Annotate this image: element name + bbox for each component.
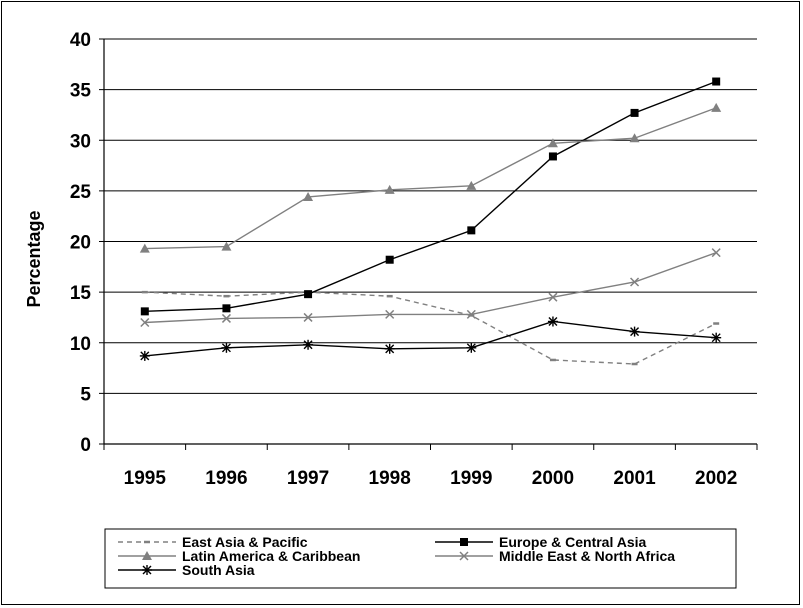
point-middle-east-and-north-africa-1998 — [385, 309, 395, 319]
point-latin-america-and-caribbean-1997 — [303, 191, 314, 201]
point-europe-and-central-asia-1996 — [222, 304, 231, 313]
point-middle-east-and-north-africa-2000 — [548, 292, 558, 302]
legend-label-europe-and-central-asia: Europe & Central Asia — [499, 534, 647, 550]
series-layer — [139, 77, 722, 366]
series-line-middle-east-and-north-africa — [144, 251, 717, 324]
y-tick-label-5: 5 — [80, 384, 91, 405]
point-south-asia-1997 — [303, 339, 314, 350]
legend-marker-middle-east-and-north-africa — [459, 551, 469, 561]
legend-label-south-asia: South Asia — [182, 562, 255, 578]
point-south-asia-2001 — [629, 326, 640, 337]
x-tick-label-1998: 1998 — [369, 468, 411, 489]
point-latin-america-and-caribbean-1999 — [466, 180, 477, 190]
point-middle-east-and-north-africa-1995 — [140, 317, 150, 328]
point-latin-america-and-caribbean-1996 — [221, 241, 232, 251]
legend-marker-europe-and-central-asia — [460, 538, 468, 546]
point-south-asia-2000 — [547, 316, 558, 327]
x-tick-label-1995: 1995 — [124, 468, 167, 489]
legend-item-europe-and-central-asia: Europe & Central Asia — [435, 534, 647, 550]
legend: East Asia & Pacific Europe & Central Asia… — [104, 528, 737, 589]
x-tick-label-2000: 2000 — [532, 468, 574, 489]
series-south-asia — [139, 316, 722, 361]
point-south-asia-2002 — [711, 332, 722, 343]
point-europe-and-central-asia-1995 — [140, 307, 149, 316]
legend-item-south-asia: South Asia — [118, 562, 255, 578]
series-middle-east-and-north-africa — [140, 248, 721, 328]
legend-marker-south-asia — [142, 565, 152, 575]
point-middle-east-and-north-africa-1996 — [221, 313, 231, 323]
point-latin-america-and-caribbean-1998 — [384, 184, 395, 194]
y-tick-label-0: 0 — [80, 435, 91, 456]
point-europe-and-central-asia-2001 — [630, 108, 639, 117]
y-tick-labels: 0 5 10 15 20 25 30 35 40 — [70, 30, 92, 456]
x-tick-label-1997: 1997 — [287, 468, 329, 489]
x-tick-label-1996: 1996 — [205, 468, 247, 489]
point-south-asia-1999 — [466, 342, 477, 353]
x-tick-labels: 1995 1996 1997 1998 1999 2000 2001 2002 — [124, 468, 738, 489]
y-tick-label-30: 30 — [70, 131, 91, 152]
y-tick-label-35: 35 — [70, 81, 92, 102]
axes — [99, 38, 758, 450]
legend-item-east-asia-and-pacific: East Asia & Pacific — [118, 534, 308, 550]
legend-label-middle-east-and-north-africa: Middle East & North Africa — [499, 548, 675, 564]
point-middle-east-and-north-africa-1997 — [303, 312, 313, 322]
y-tick-label-40: 40 — [70, 30, 91, 51]
point-latin-america-and-caribbean-2000 — [547, 138, 558, 148]
legend-item-middle-east-and-north-africa: Middle East & North Africa — [435, 548, 675, 564]
x-tick-label-1999: 1999 — [450, 468, 492, 489]
legend-label-latin-america-and-caribbean: Latin America & Caribbean — [182, 548, 360, 564]
point-middle-east-and-north-africa-2001 — [630, 277, 640, 287]
point-europe-and-central-asia-1998 — [385, 255, 394, 264]
legend-item-latin-america-and-caribbean: Latin America & Caribbean — [118, 548, 360, 564]
point-south-asia-1998 — [384, 343, 395, 354]
point-latin-america-and-caribbean-2001 — [629, 133, 640, 143]
point-europe-and-central-asia-2000 — [548, 152, 557, 161]
y-axis-label: Percentage — [24, 210, 44, 307]
point-latin-america-and-caribbean-1995 — [139, 243, 150, 253]
legend-marker-latin-america-and-caribbean — [142, 551, 152, 560]
point-europe-and-central-asia-1997 — [304, 290, 313, 299]
legend-label-east-asia-and-pacific: East Asia & Pacific — [182, 534, 308, 550]
series-line-south-asia — [144, 320, 717, 357]
legend-box — [104, 528, 737, 589]
point-europe-and-central-asia-2002 — [712, 77, 721, 86]
y-tick-label-10: 10 — [70, 334, 91, 355]
x-tick-label-2002: 2002 — [695, 468, 737, 489]
series-east-asia-and-pacific — [141, 290, 720, 366]
gridlines — [104, 38, 757, 394]
point-latin-america-and-caribbean-2002 — [711, 102, 722, 112]
point-south-asia-1996 — [221, 342, 232, 353]
series-line-europe-and-central-asia — [144, 80, 717, 313]
y-tick-label-15: 15 — [70, 283, 92, 304]
point-middle-east-and-north-africa-2002 — [711, 248, 721, 258]
point-europe-and-central-asia-1999 — [467, 226, 476, 235]
y-tick-label-20: 20 — [70, 233, 91, 254]
series-line-east-asia-and-pacific — [144, 291, 717, 365]
series-line-latin-america-and-caribbean — [144, 107, 717, 250]
series-europe-and-central-asia — [140, 77, 721, 316]
x-tick-label-2001: 2001 — [613, 468, 656, 489]
point-middle-east-and-north-africa-1999 — [466, 309, 476, 319]
point-south-asia-1995 — [139, 350, 150, 361]
y-tick-label-25: 25 — [70, 182, 92, 203]
series-latin-america-and-caribbean — [139, 102, 722, 253]
